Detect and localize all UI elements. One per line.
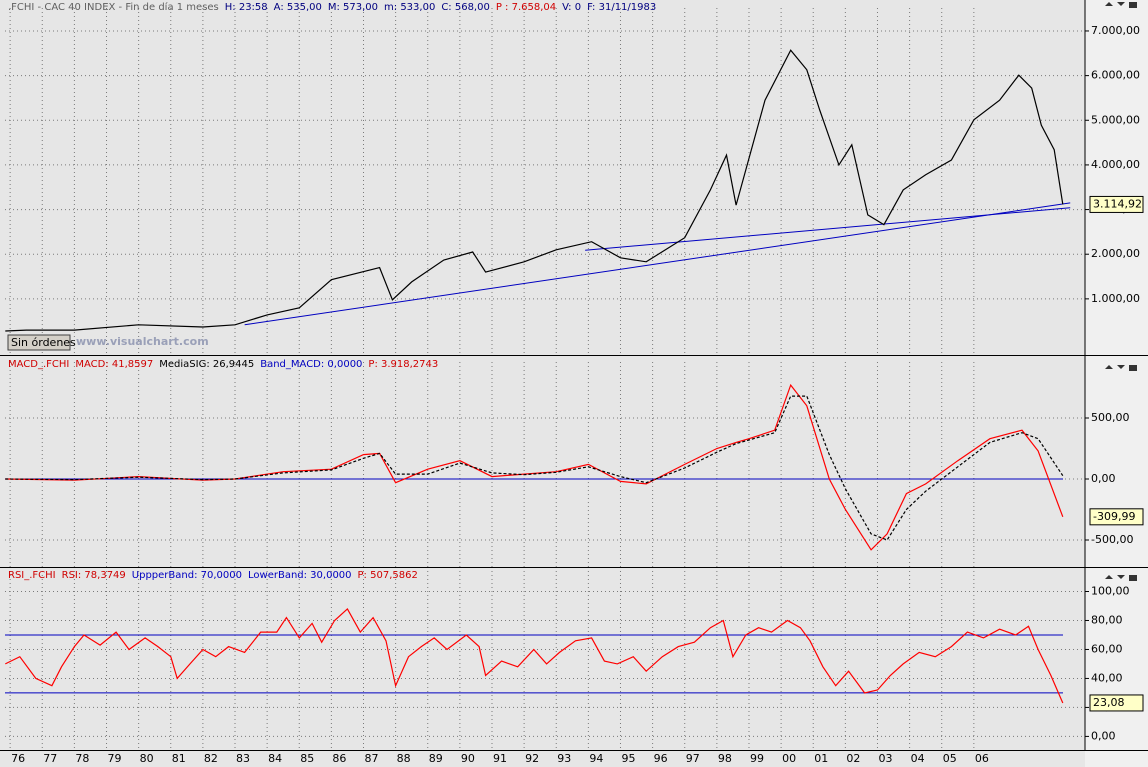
header-part: F: 31/11/1983	[587, 2, 656, 13]
x-tick-label: 03	[878, 752, 892, 765]
header-part: P: 3.918,2743	[368, 359, 438, 370]
last-value-box	[1089, 195, 1144, 213]
axis-area	[1085, 0, 1148, 767]
x-tick-label: 87	[365, 752, 379, 765]
header-part: UppperBand: 70,0000	[132, 570, 242, 581]
panel: -500,00 0,00 500,00 MACD_.FCHI MACD: 41,8597…	[5, 359, 1144, 567]
button-label: Sin órdenes	[11, 336, 76, 349]
y-tick-label: 500,00	[1091, 411, 1130, 424]
x-tick-label: 85	[300, 752, 314, 765]
y-tick-label: 6.000,00	[1091, 69, 1140, 82]
last-value-label: 3.114,92	[1093, 197, 1142, 210]
x-tick-label: 86	[332, 752, 346, 765]
header-part: M: 573,00	[328, 2, 378, 13]
last-value-box	[1089, 508, 1144, 526]
y-tick-label: 7.000,00	[1091, 24, 1140, 37]
x-tick-label: 98	[718, 752, 732, 765]
x-tick-label: 93	[557, 752, 571, 765]
header-part: LowerBand: 30,0000	[248, 570, 352, 581]
x-tick-label: 99	[750, 752, 764, 765]
series-line	[5, 607, 1064, 704]
header-part: P: 507,5862	[358, 570, 418, 581]
x-tick-label: 76	[11, 752, 25, 765]
x-tick-label: 82	[204, 752, 218, 765]
y-tick-label: -500,00	[1091, 533, 1133, 546]
y-tick-label: 40,00	[1091, 671, 1123, 684]
watermark: www.visualchart.com	[76, 335, 209, 348]
y-tick-label: 5.000,00	[1091, 113, 1140, 126]
panel-header: .FCHI - CAC 40 INDEX - Fin de día 1 mese…	[8, 1, 656, 13]
y-tick-label: 100,00	[1091, 584, 1130, 597]
x-tick-label: 00	[782, 752, 796, 765]
y-tick-label: 1.000,00	[1091, 292, 1140, 305]
icon[interactable]	[1105, 365, 1137, 371]
header-part: MACD: 41,8597	[75, 359, 153, 370]
y-tick-label: 60,00	[1091, 642, 1123, 655]
trendline	[585, 207, 1071, 251]
y-tick-label: 2.000,00	[1091, 247, 1140, 260]
x-tick-label: 90	[461, 752, 475, 765]
header-part: m: 533,00	[384, 2, 435, 13]
x-tick-label: 83	[236, 752, 250, 765]
x-tick-label: 02	[846, 752, 860, 765]
x-tick-label: 80	[140, 752, 154, 765]
x-tick-label: 96	[654, 752, 668, 765]
y-tick-label: 0,00	[1091, 472, 1116, 485]
panel-header: RSI_.FCHI RSI: 78,3749 UppperBand: 70,0000…	[8, 570, 418, 581]
header-part: Band_MACD: 0,0000	[260, 359, 362, 370]
x-tick-label: 05	[943, 752, 957, 765]
x-tick-label: 04	[911, 752, 925, 765]
x-tick-label: 92	[525, 752, 539, 765]
x-tick-label: 88	[397, 752, 411, 765]
trendline	[244, 202, 1071, 326]
x-tick-label: 79	[108, 752, 122, 765]
y-tick-label: 80,00	[1091, 613, 1123, 626]
panel-icons	[1105, 2, 1137, 581]
x-tick-label: 06	[975, 752, 989, 765]
button[interactable]	[7, 334, 71, 351]
header-part: A: 535,00	[274, 2, 322, 13]
header-part: C: 568,00	[441, 2, 490, 13]
header-part: RSI: 78,3749	[62, 570, 126, 581]
x-tick-label: 84	[268, 752, 282, 765]
icon[interactable]	[1105, 575, 1137, 581]
panel: 0,0020,0040,0060,0080,00100,00RSI_.FCHIR…	[5, 570, 1144, 750]
x-tick-label: 78	[75, 752, 89, 765]
x-tick-label: 01	[814, 752, 828, 765]
x-tick-label: 94	[589, 752, 603, 765]
header-part: V: 0	[562, 2, 581, 13]
header-part: RSI_.FCHI	[8, 570, 56, 581]
header-part: H: 23:58	[225, 2, 268, 13]
x-tick-label: 81	[172, 752, 186, 765]
header-part: MediaSIG: 26,9445	[159, 359, 254, 370]
x-tick-label: 89	[429, 752, 443, 765]
header-part: P : 7.658,04	[496, 2, 556, 13]
last-value-box	[1089, 694, 1144, 712]
header-part: MACD_.FCHI	[8, 359, 69, 370]
last-value-label: 23,08	[1093, 696, 1125, 709]
series-line	[5, 383, 1064, 551]
last-value-label: -309,99	[1093, 510, 1135, 523]
panel: 1.000,002.000,003.000,004.000,005.000,00…	[5, 1, 1144, 354]
header-part: .FCHI - CAC 40 INDEX - Fin de día 1 mese…	[8, 1, 219, 13]
x-tick-label: 91	[493, 752, 507, 765]
x-tick-label: 97	[686, 752, 700, 765]
y-tick-label: 4.000,00	[1091, 158, 1140, 171]
panel-header: MACD_.FCHI MACD: 41,8597 MediaSIG: 26,9445…	[8, 359, 438, 370]
x-tick-label: 77	[43, 752, 57, 765]
y-tick-label: 0,00	[1091, 729, 1116, 742]
series-line	[5, 395, 1064, 541]
series-line	[5, 49, 1064, 332]
icon[interactable]	[1105, 2, 1137, 8]
x-tick-label: 95	[621, 752, 635, 765]
